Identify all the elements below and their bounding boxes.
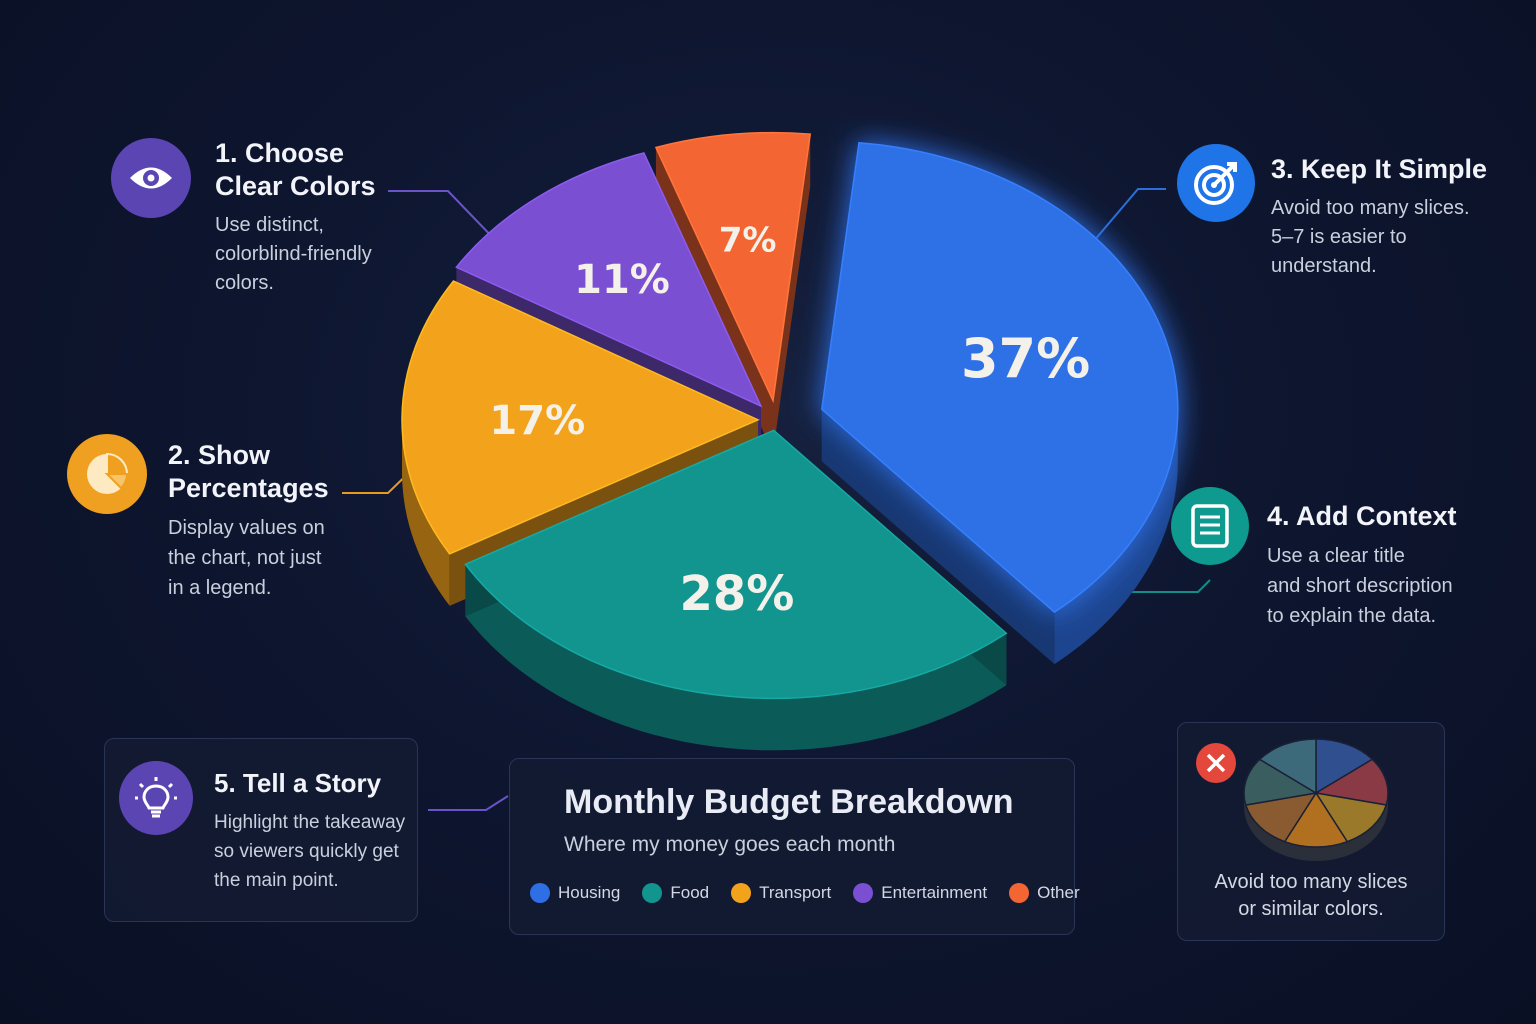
warning-panel: Avoid too many slices or similar colors. (1177, 722, 1445, 941)
tip-1-description: Use distinct, colorblind-friendly colors… (215, 214, 372, 294)
tip-2: 2. Show Percentages Display values on th… (168, 439, 388, 603)
close-icon (1196, 743, 1236, 783)
legend-item-entertainment: Entertainment (853, 883, 987, 903)
chart-title-panel: Monthly Budget Breakdown Where my money … (509, 758, 1080, 935)
lightbulb-icon (135, 777, 177, 818)
tip-5-description: Highlight the takeaway so viewers quickl… (214, 812, 406, 891)
tip-1-title: 1. Choose Clear Colors (215, 138, 376, 201)
tip-3-badge (1177, 144, 1255, 222)
pie-slice-cut-housing (821, 409, 1055, 665)
tip-4-title: 4. Add Context (1267, 501, 1457, 531)
bad-pie-slice (1314, 791, 1388, 843)
target-icon (1194, 162, 1237, 205)
tip-2-badge (67, 434, 147, 514)
chart-subtitle: Where my money goes each month (564, 833, 896, 856)
chart-legend: Housing Food Transport Entertainment Oth… (530, 883, 1080, 903)
pie-label-other: 7% (719, 221, 777, 261)
legend-item-other: Other (1009, 883, 1080, 903)
pie-slice-housing (821, 141, 1179, 614)
tip-4-badge (1171, 487, 1249, 565)
bad-pie-slice (1315, 738, 1374, 795)
bad-pie-slice (1283, 791, 1349, 848)
pie-label-transport: 17% (489, 398, 585, 444)
document-icon (1191, 504, 1229, 548)
bad-pie-slice (1258, 738, 1317, 795)
tip-5-panel: 5. Tell a Story Highlight the takeaway s… (104, 738, 418, 922)
legend-swatch (731, 883, 752, 903)
tip-1-badge (111, 138, 191, 218)
tip-2-title: 2. Show Percentages (168, 440, 329, 503)
tip-5: 5. Tell a Story Highlight the takeaway s… (214, 767, 419, 895)
legend-swatch (642, 883, 663, 903)
legend-swatch (1009, 883, 1030, 903)
warning-text: Avoid too many slices or similar colors. (1214, 871, 1408, 920)
pie-slice-labels: 37% 28% 17% 11% 7% (489, 221, 1090, 623)
tip-3: 3. Keep It Simple Avoid too many slices.… (1271, 153, 1511, 281)
pie-chart-icon (87, 452, 129, 494)
legend-swatch (530, 883, 550, 903)
connector-tip-5 (428, 795, 509, 811)
legend-swatch (853, 883, 874, 903)
eye-icon (130, 167, 172, 189)
bad-pie-slice (1313, 758, 1389, 806)
legend-item-housing: Housing (530, 883, 620, 903)
tip-5-badge (119, 761, 193, 835)
connector-tip-1 (388, 190, 501, 246)
legend-item-food: Food (642, 883, 709, 903)
pie-slice-side-food (465, 564, 1007, 751)
tip-5-title: 5. Tell a Story (214, 768, 382, 798)
pie-slice-tops (401, 131, 1179, 700)
pie-label-housing: 37% (961, 327, 1090, 390)
pie-slice-cut-other (773, 134, 811, 453)
tip-4-description: Use a clear title and short description … (1267, 545, 1453, 627)
bad-pie-slice (1244, 791, 1318, 843)
pie-slice-side-housing (1054, 409, 1178, 665)
tip-3-title: 3. Keep It Simple (1271, 154, 1488, 184)
bad-pie-slice (1243, 758, 1319, 806)
legend-item-transport: Transport (731, 883, 831, 903)
tip-2-description: Display values on the chart, not just in… (168, 517, 325, 599)
pie-slice-entertainment (455, 152, 763, 408)
pie-slice-side-transport (402, 419, 450, 606)
tip-1: 1. Choose Clear Colors Use distinct, col… (215, 137, 415, 298)
pie-label-food: 28% (679, 566, 794, 622)
pie-slice-food (464, 429, 1008, 700)
tip-3-description: Avoid too many slices. 5–7 is easier to … (1271, 197, 1470, 277)
connector-tip-3 (1075, 188, 1166, 263)
tip-4: 4. Add Context Use a clear title and sho… (1267, 500, 1507, 631)
pie-label-entertainment: 11% (574, 257, 670, 303)
pie-slice-other (654, 131, 812, 404)
bad-pie-side (1244, 793, 1388, 861)
pie-slice-transport (401, 280, 760, 555)
chart-title: Monthly Budget Breakdown (564, 783, 1014, 821)
bad-pie-example (1243, 738, 1389, 861)
